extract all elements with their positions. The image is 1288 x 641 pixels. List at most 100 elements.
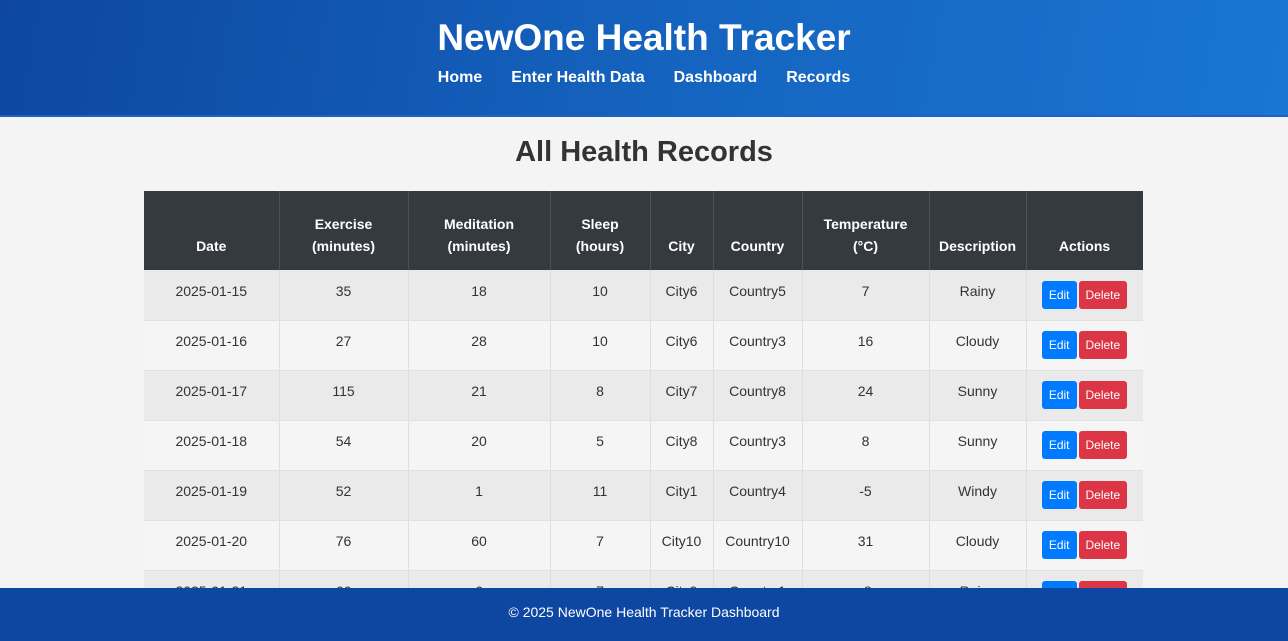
city-cell: City9 [650,570,714,588]
table-row: 2025-01-20 76 60 7 City10 Country10 31 Cloudy Ed… [144,520,1143,571]
column-header-text: Exercise [314,216,373,232]
description-cell: Rainy [929,570,1027,588]
temperature-cell: -5 [802,470,930,521]
table-body: 2025-01-15 35 18 10 City6 Country5 7 Rainy Edit D… [144,270,1143,588]
column-header-text: Country [730,238,785,254]
description-cell: Sunny [929,420,1027,471]
meditation-cell: 60 [408,520,551,571]
sleep-cell: 11 [550,470,651,521]
table-row: 2025-01-18 54 20 5 City8 Country3 8 Sunny Edit De… [144,420,1143,471]
column-header-text: Meditation [444,216,514,232]
site-footer: © 2025 NewOne Health Tracker Dashboard [0,588,1288,641]
date-cell: 2025-01-16 [144,320,280,371]
column-header-text: Sleep [581,216,619,232]
sleep-cell: 5 [550,420,651,471]
records-table: Date Exercise (minutes) Meditation (minutes)… [144,191,1143,588]
city-cell: City10 [650,520,714,571]
column-header-country: Country [713,191,803,270]
footer-text: © 2025 NewOne Health Tracker Dashboard [508,604,780,620]
column-header-description: Description [929,191,1027,270]
delete-button[interactable]: Delete [1078,531,1128,559]
nav-dashboard[interactable]: Dashboard [673,69,758,86]
edit-button[interactable]: Edit [1041,481,1077,509]
column-header-text: Actions [1058,238,1111,254]
records-table-container[interactable]: Date Exercise (minutes) Meditation (minutes)… [144,191,1143,588]
description-cell: Rainy [929,270,1027,321]
table-row: 2025-01-216667City9Country1-8RainyEditDe… [144,570,1143,588]
nav-home[interactable]: Home [437,69,483,86]
column-header-text: Temperature [823,216,908,232]
column-header-sleep: Sleep (hours) [550,191,651,270]
edit-button[interactable]: Edit [1041,531,1077,559]
city-cell: City6 [650,320,714,371]
temperature-cell: 16 [802,320,930,371]
column-header-text: Date [196,238,227,254]
edit-button[interactable]: Edit [1041,581,1077,588]
meditation-cell: 28 [408,320,551,371]
main-nav: Home Enter Health Data Dashboard Records [0,68,1288,88]
temperature-cell: 31 [802,520,930,571]
table-header: Date Exercise (minutes) Meditation (minutes)… [144,191,1143,270]
nav-records[interactable]: Records [786,69,851,86]
city-cell: City8 [650,420,714,471]
table-row: 2025-01-16 27 28 10 City6 Country3 16 Cloudy Edi… [144,320,1143,371]
exercise-cell: 52 [279,470,409,521]
delete-button[interactable]: Delete [1078,331,1128,359]
city-cell: City6 [650,270,714,321]
meditation-cell: 18 [408,270,551,321]
description-cell: Cloudy [929,520,1027,571]
exercise-cell: 76 [279,520,409,571]
date-cell: 2025-01-17 [144,370,280,421]
temperature-cell: 24 [802,370,930,421]
description-cell: Windy [929,470,1027,521]
description-cell: Cloudy [929,320,1027,371]
delete-button[interactable]: Delete [1078,280,1128,309]
column-header-date: Date [144,191,280,270]
table-row: 2025-01-15 35 18 10 City6 Country5 7 Rainy Edit D… [144,270,1143,321]
temperature-cell: 8 [802,420,930,471]
page-title: All Health Records [515,136,773,168]
exercise-cell: 35 [279,270,409,321]
column-header-actions: Actions [1026,191,1143,270]
sleep-cell: 10 [550,270,651,321]
date-cell: 2025-01-18 [144,420,280,471]
column-header-exercise: Exercise (minutes) [279,191,409,270]
delete-button[interactable]: Delete [1078,481,1128,509]
edit-button[interactable]: Edit [1041,431,1077,459]
table-row: 2025-01-17 115 21 8 City7 Country8 24 Sunny Edit… [144,370,1143,421]
meditation-cell: 20 [408,420,551,471]
meditation-cell: 21 [408,370,551,421]
column-header-text: Description [938,238,1016,254]
delete-button[interactable]: Delete [1078,581,1128,588]
edit-button[interactable]: Edit [1041,381,1077,409]
city-cell: City7 [650,370,714,421]
delete-button[interactable]: Delete [1078,381,1128,409]
city-cell: City1 [650,470,714,521]
date-cell: 2025-01-19 [144,470,280,521]
column-header-temperature: Temperature (°C) [802,191,930,270]
sleep-cell: 7 [550,520,651,571]
edit-button[interactable]: Edit [1041,331,1077,359]
edit-button[interactable]: Edit [1041,280,1077,309]
column-header-text: (minutes) [447,238,511,254]
column-header-meditation: Meditation (minutes) [408,191,551,270]
delete-button[interactable]: Delete [1078,431,1128,459]
temperature-cell: -8 [802,570,930,588]
temperature-cell: 7 [802,270,930,321]
nav-enter-health-data[interactable]: Enter Health Data [511,69,645,86]
country-cell: Country3 [713,420,803,471]
description-cell: Sunny [929,370,1027,421]
site-header: NewOne Health Tracker Home Enter Health … [0,0,1288,117]
column-header-text: City [668,238,695,254]
column-header-city: City [650,191,714,270]
exercise-cell: 115 [279,370,409,421]
meditation-cell: 6 [408,570,551,588]
date-cell: 2025-01-21 [144,570,280,588]
sleep-cell: 10 [550,320,651,371]
table-row: 2025-01-19 52 1 11 City1 Country4 -5 Windy Edit D… [144,470,1143,521]
